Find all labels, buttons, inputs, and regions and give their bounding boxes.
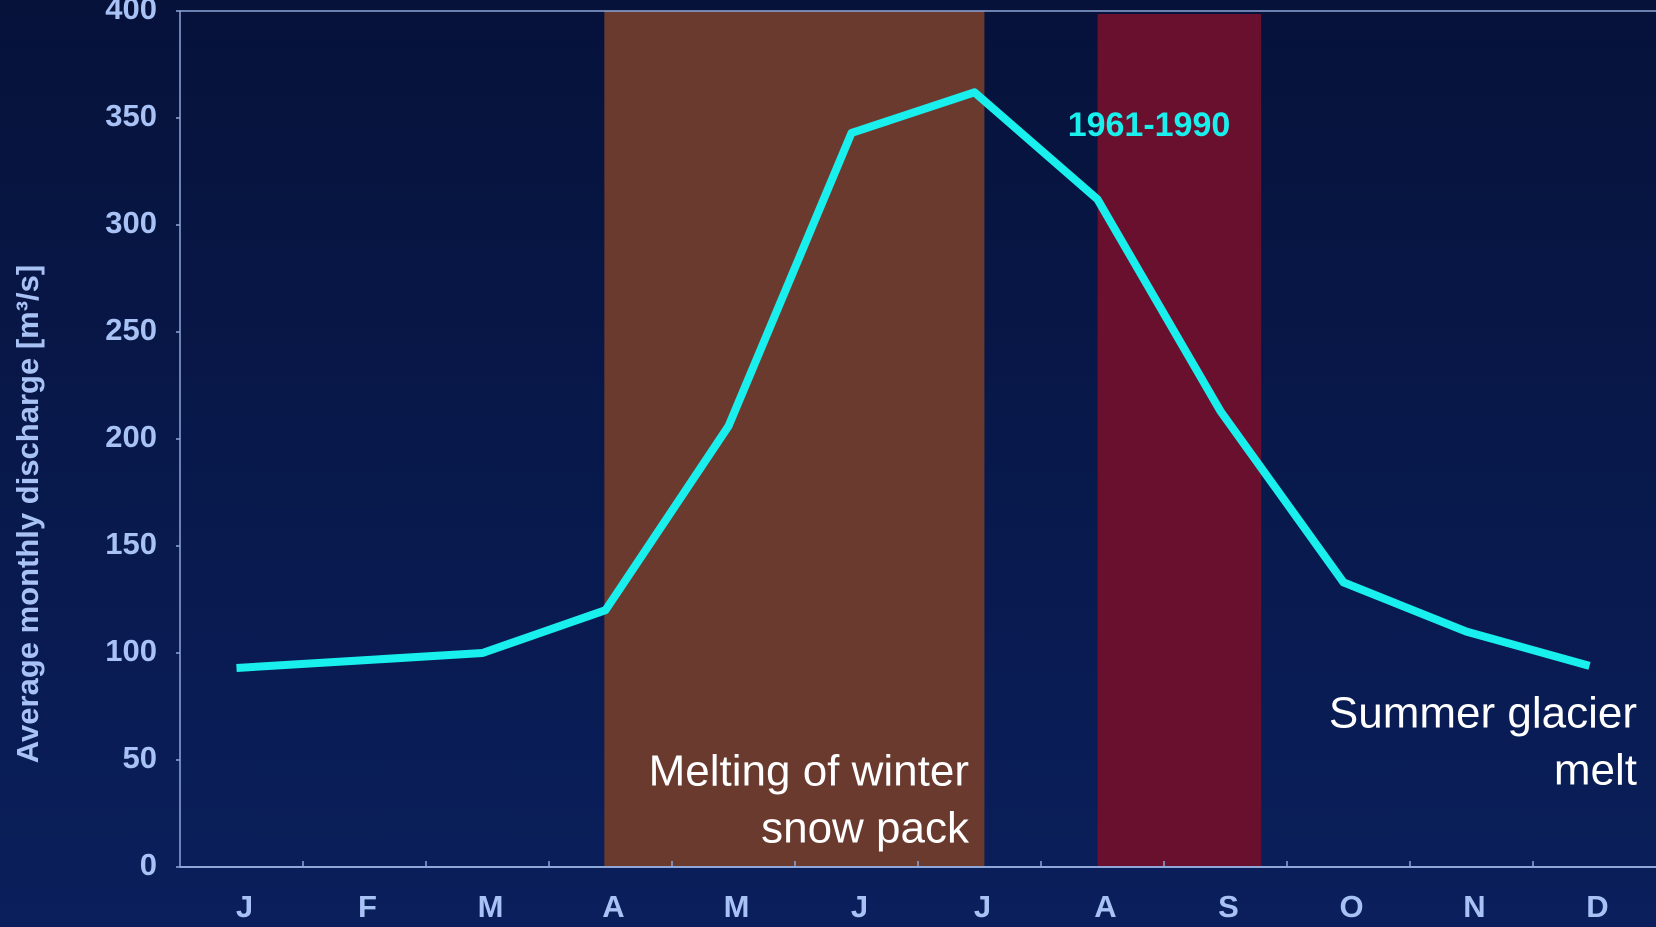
y-tick-label: 50 (123, 740, 157, 775)
x-tick-label: J (851, 889, 868, 924)
x-tick-label: M (478, 889, 504, 924)
y-tick-label: 150 (105, 526, 157, 561)
glacier-melt-region (1097, 14, 1262, 867)
region-label: melt (1554, 746, 1637, 795)
x-tick-label: J (974, 889, 991, 924)
y-tick-label: 100 (105, 633, 157, 668)
x-tick-label: A (602, 889, 624, 924)
y-axis-label: Average monthly discharge [m³/s] (10, 265, 45, 763)
x-tick-label: O (1339, 889, 1363, 924)
region-label: snow pack (761, 804, 970, 853)
region-label: Summer glacier (1329, 689, 1637, 738)
x-tick-label: N (1463, 889, 1485, 924)
series-label: 1961-1990 (1068, 106, 1231, 144)
x-tick-label: J (236, 889, 253, 924)
y-tick-label: 0 (140, 847, 157, 882)
x-tick-label: F (358, 889, 377, 924)
y-tick-label: 200 (105, 419, 157, 454)
data-line (236, 88, 1591, 672)
y-tick-label: 300 (105, 205, 157, 240)
snow-melt-region (604, 11, 985, 867)
y-tick-label: 350 (105, 98, 157, 133)
y-tick-label: 250 (105, 312, 157, 347)
x-tick-label: A (1094, 889, 1116, 924)
regions (604, 11, 1262, 867)
x-tick-label: S (1218, 889, 1239, 924)
x-tick-label: D (1586, 889, 1608, 924)
x-tick-label: M (724, 889, 750, 924)
region-label: Melting of winter (649, 747, 969, 796)
y-tick-label: 400 (105, 0, 157, 26)
